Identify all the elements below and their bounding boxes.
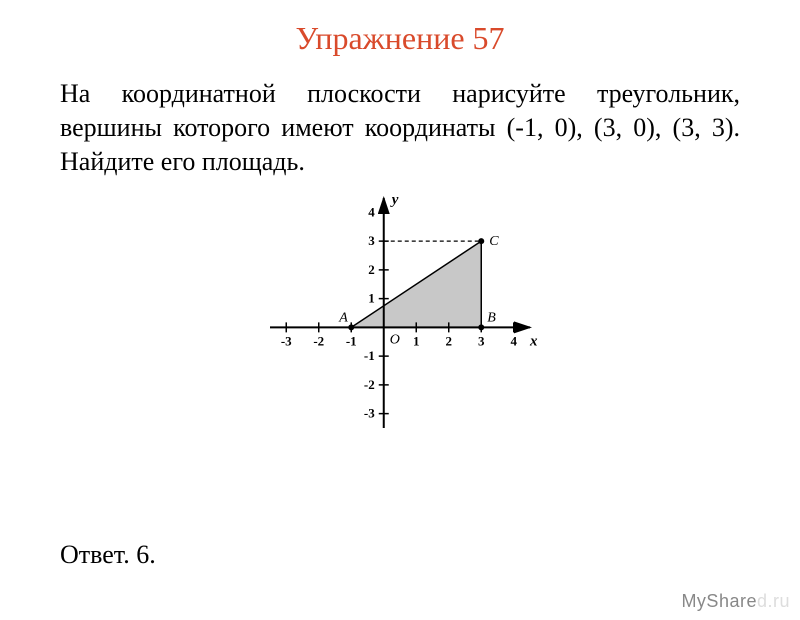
- svg-text:1: 1: [413, 334, 420, 349]
- answer-line: Ответ. 6.: [60, 540, 156, 570]
- answer-label: Ответ.: [60, 540, 130, 569]
- exercise-title: Упражнение 57: [0, 20, 800, 57]
- svg-text:A: A: [338, 311, 348, 326]
- svg-text:2: 2: [446, 334, 453, 349]
- svg-text:-2: -2: [313, 334, 324, 349]
- problem-statement: На координатной плоскости нарисуйте треу…: [60, 77, 740, 178]
- svg-text:1: 1: [368, 291, 375, 306]
- svg-text:-2: -2: [364, 377, 375, 392]
- svg-text:-3: -3: [364, 406, 375, 421]
- svg-text:4: 4: [511, 334, 518, 349]
- svg-text:3: 3: [478, 334, 485, 349]
- svg-text:-1: -1: [346, 334, 357, 349]
- svg-text:3: 3: [368, 234, 375, 249]
- svg-text:B: B: [487, 311, 496, 326]
- svg-text:x: x: [529, 334, 538, 350]
- svg-text:y: y: [390, 192, 399, 208]
- svg-text:C: C: [489, 235, 499, 250]
- svg-text:-3: -3: [281, 334, 292, 349]
- answer-value: 6.: [136, 540, 156, 569]
- watermark-faded: d.ru: [757, 591, 790, 611]
- svg-text:4: 4: [368, 205, 375, 220]
- svg-text:O: O: [390, 333, 400, 348]
- svg-text:-1: -1: [364, 349, 375, 364]
- svg-text:2: 2: [368, 262, 375, 277]
- coordinate-chart: -3 -2 -1 1 2 3 4 -3 -2 -1 1 2 3 4 Ox y A B C: [260, 188, 540, 438]
- watermark-main: MyShare: [681, 591, 757, 611]
- watermark: MyShared.ru: [681, 591, 790, 612]
- chart-container: -3 -2 -1 1 2 3 4 -3 -2 -1 1 2 3 4 Ox y A B C: [0, 188, 800, 438]
